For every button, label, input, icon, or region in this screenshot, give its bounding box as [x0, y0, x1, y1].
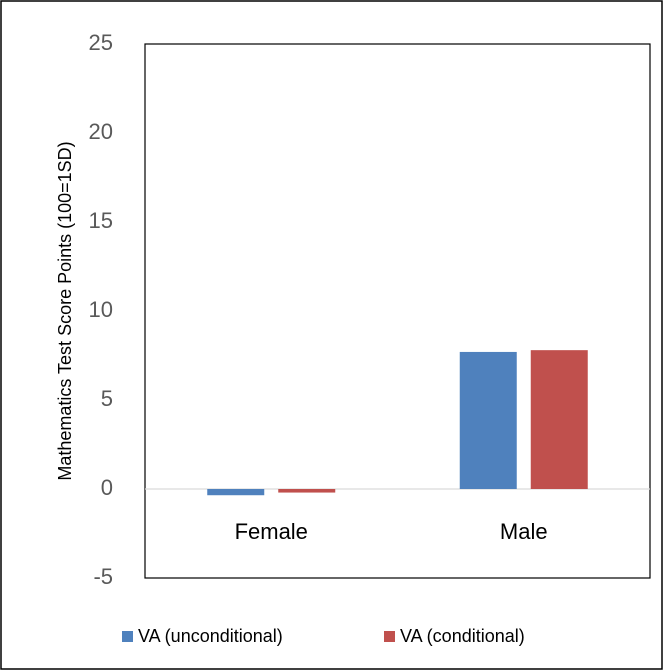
bar	[207, 489, 265, 496]
y-axis-label: Mathematics Test Score Points (100=1SD)	[55, 141, 75, 480]
legend-label: VA (unconditional)	[138, 626, 283, 646]
x-tick-label: Female	[235, 519, 308, 544]
bar	[459, 351, 517, 489]
plot-frame	[144, 43, 651, 579]
y-tick-label: 0	[101, 475, 113, 500]
bar	[278, 489, 336, 493]
legend-label: VA (conditional)	[400, 626, 525, 646]
legend-swatch	[384, 631, 395, 642]
y-tick-label: 20	[89, 119, 113, 144]
y-tick-label: 10	[89, 297, 113, 322]
x-tick-label: Male	[500, 519, 548, 544]
bar	[530, 350, 588, 489]
y-tick-label: 5	[101, 386, 113, 411]
legend-swatch	[122, 631, 133, 642]
y-tick-label: 15	[89, 208, 113, 233]
y-tick-label: 25	[89, 30, 113, 55]
y-tick-label: -5	[93, 564, 113, 589]
